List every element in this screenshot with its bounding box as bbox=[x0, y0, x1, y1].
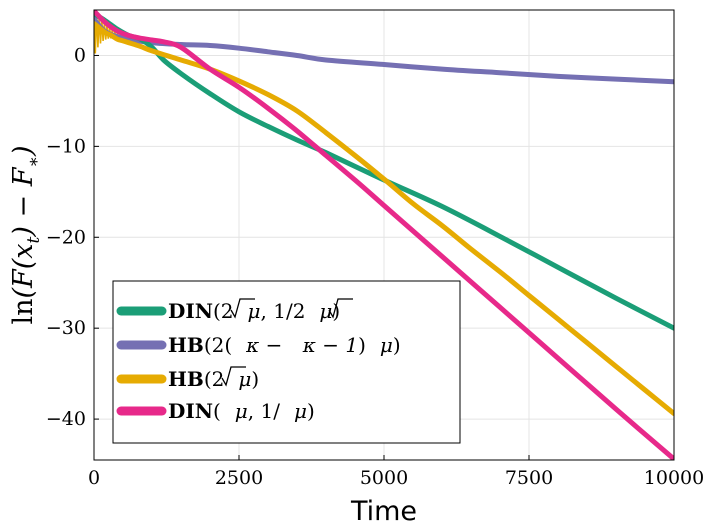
sqrt-sign bbox=[328, 298, 353, 319]
x-axis-ticks: 0 2500 5000 7500 10000 bbox=[88, 455, 704, 489]
sqrt-sign bbox=[221, 366, 246, 387]
series-line bbox=[94, 16, 674, 85]
x-tick-label: 5000 bbox=[360, 467, 408, 489]
svg-text:HB(2(κ − κ − 1)μ): HB(2(κ − κ − 1) μ) bbox=[168, 333, 401, 357]
y-tick-label: 0 bbox=[74, 44, 86, 66]
legend-entry-din-sqrtmu: DIN(μ, 1/μ) bbox=[116, 399, 315, 423]
sqrt-sign bbox=[230, 298, 255, 319]
y-axis-ticks: 0 −10 −20 −30 −40 bbox=[46, 44, 99, 430]
svg-text:HB(2μ): HB(2 μ) bbox=[168, 367, 259, 391]
series-lines bbox=[94, 10, 674, 460]
x-tick-label: 0 bbox=[88, 467, 100, 489]
x-tick-label: 7500 bbox=[505, 467, 553, 489]
y-tick-label: −40 bbox=[46, 408, 86, 430]
svg-text:DIN(2μ, 1/2μ): DIN(2 μ, 1/2 μ) bbox=[168, 299, 340, 323]
svg-text:DIN(μ, 1/μ): DIN(μ, 1/μ) bbox=[168, 399, 315, 423]
legend-box bbox=[112, 280, 461, 444]
y-axis-label: ln(F(xt) − F∗) bbox=[8, 145, 44, 324]
y-tick-label: −20 bbox=[46, 226, 86, 248]
x-axis-label: Time bbox=[350, 496, 417, 527]
legend-entry-hb-kappa: HB(2(κ − κ − 1) μ) bbox=[116, 333, 401, 357]
legend: DIN(2 μ, 1/2 μ) HB(2(κ − κ − 1) μ) HB(2 μ) D… bbox=[112, 280, 461, 444]
legend-entry-din-2sqrtmu: DIN(2 μ, 1/2 μ) bbox=[116, 298, 353, 323]
y-tick-label: −30 bbox=[46, 317, 86, 339]
y-tick-label: −10 bbox=[46, 135, 86, 157]
legend-entry-hb-2sqrtmu: HB(2 μ) bbox=[116, 366, 259, 391]
series-line bbox=[94, 10, 674, 460]
series-line bbox=[94, 21, 674, 417]
x-tick-label: 10000 bbox=[644, 467, 704, 489]
x-tick-label: 2500 bbox=[215, 467, 263, 489]
